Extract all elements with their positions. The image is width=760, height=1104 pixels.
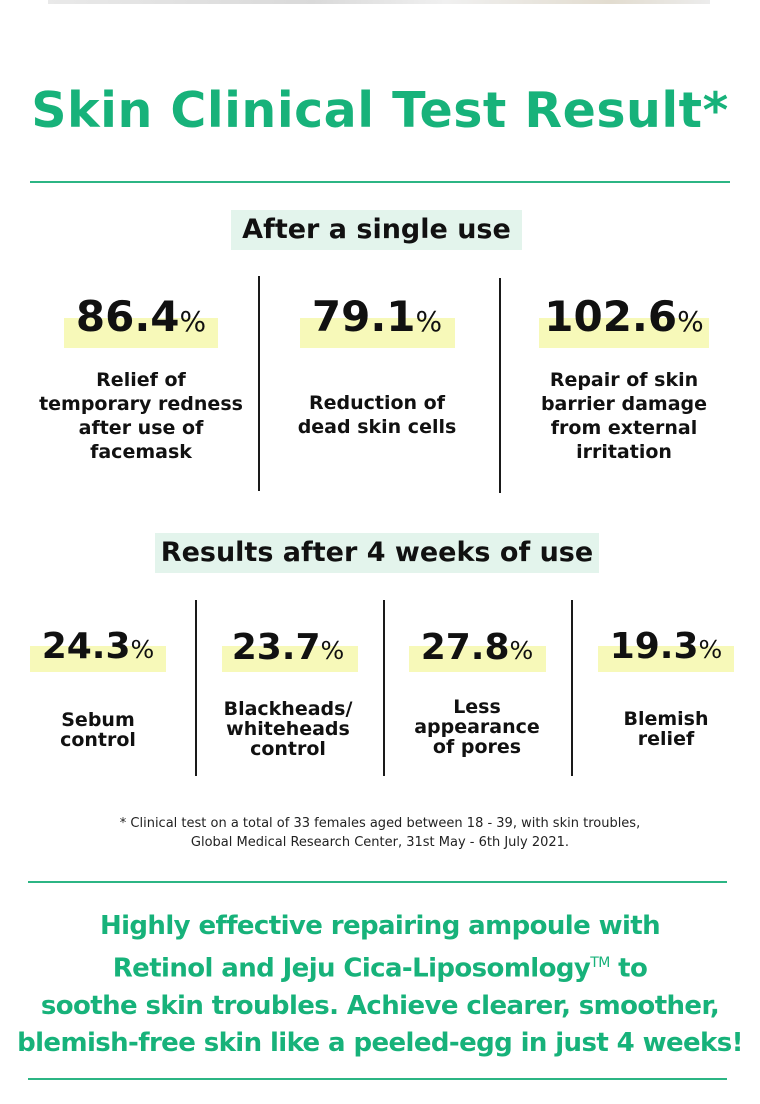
stat-highlight [409,646,546,672]
stat-description: Less appearance of pores [414,696,540,758]
section-label-single-use: After a single use [231,210,522,250]
stat-description: Repair of skin barrier damage from externa… [540,369,708,463]
stat-value: 19.3% [609,626,723,667]
section-label-four-weeks: Results after 4 weeks of use [155,533,599,573]
divider-top [30,181,730,183]
stat-highlight [222,646,358,672]
divider-middle [28,881,727,883]
stat-highlight [64,318,218,348]
column-divider [383,600,385,776]
footnote: * Clinical test on a total of 33 females… [119,816,641,850]
divider-bottom [28,1078,727,1080]
stat-highlight [30,646,166,672]
top-product-image-strip [48,0,710,4]
stat-highlight [539,318,709,348]
stat-description: Blackheads/whiteheads control [223,698,353,760]
column-divider [499,278,501,493]
stat-description: Reduction of dead skin cells [297,392,457,438]
stat-description: Blemish relief [623,708,709,750]
stat-value: 27.8% [420,627,534,668]
column-divider [571,600,573,776]
product-tagline: Highly effective repairing ampoule with … [17,911,743,1058]
stat-description: Relief of temporary redness after use of fa… [39,369,243,463]
stat-value: 24.3% [41,626,155,667]
stat-value: 79.1% [311,292,443,341]
column-divider [195,600,197,776]
stat-description: Sebum control [60,709,136,751]
stat-value: 102.6% [544,292,704,341]
column-divider [258,276,260,491]
stat-value: 23.7% [231,627,345,668]
page-title: Skin Clinical Test Result* [31,82,729,139]
stat-highlight [598,646,734,672]
stat-highlight [300,318,455,348]
stat-value: 86.4% [75,292,207,341]
